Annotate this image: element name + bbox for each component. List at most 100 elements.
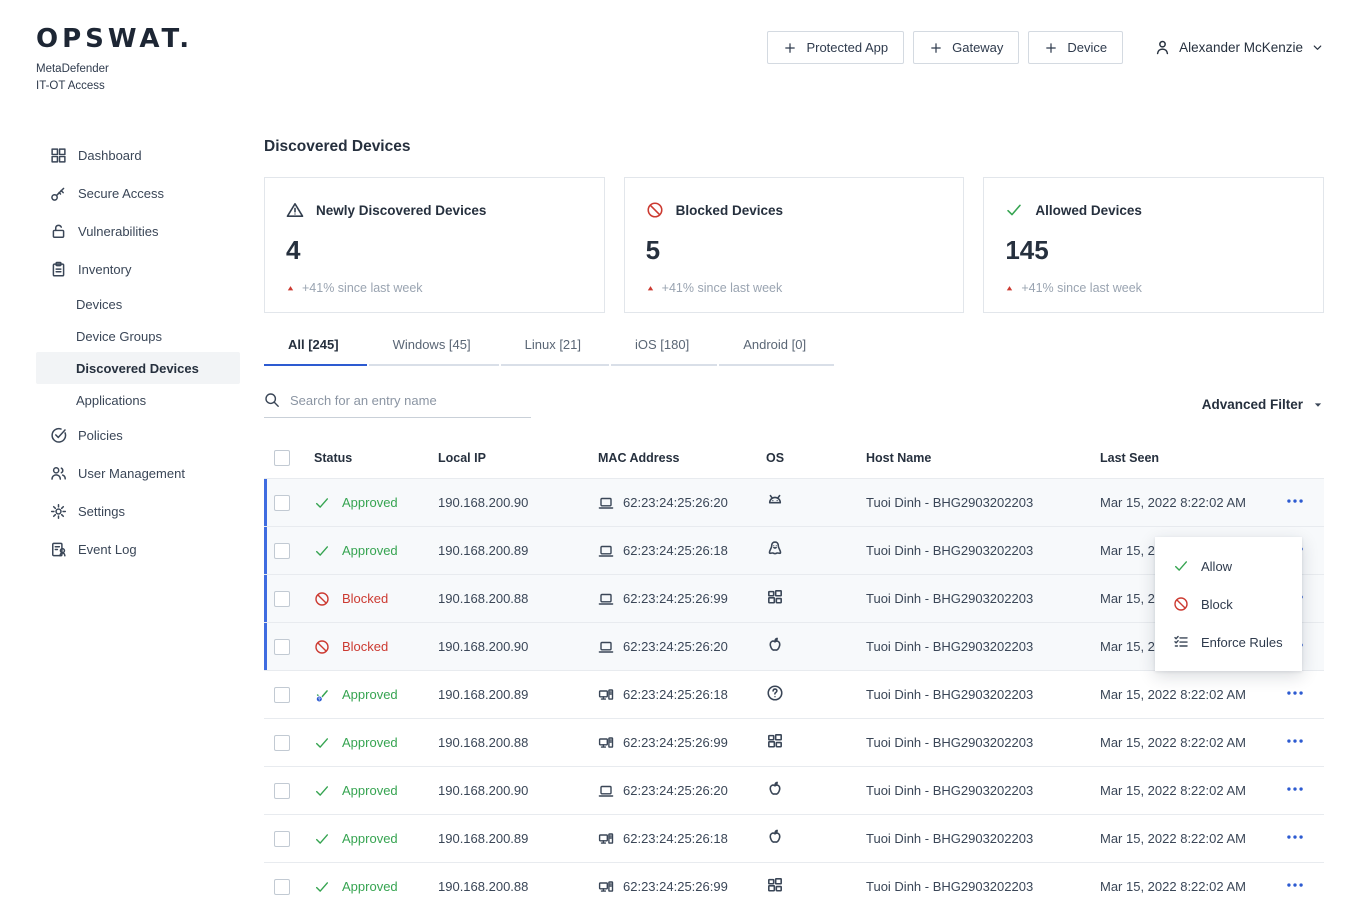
last-seen-cell: Mar 15, 2022 8:22:02 AM — [1100, 879, 1270, 894]
tab-linux[interactable]: Linux [21] — [501, 337, 609, 366]
column-header-mac-address: MAC Address — [598, 451, 766, 465]
toolbar: Advanced Filter — [264, 392, 1324, 418]
actions-cell — [1270, 828, 1324, 849]
local-ip-cell: 190.168.200.90 — [438, 783, 598, 798]
mac-address: 62:23:24:25:26:18 — [623, 831, 728, 846]
device-desktop-icon — [598, 879, 614, 895]
card-trend-label: +41% since last week — [1021, 281, 1142, 295]
status-label: Approved — [342, 831, 398, 846]
status-cell: Approved — [314, 495, 438, 511]
tab-windows[interactable]: Windows [45] — [369, 337, 499, 366]
status-cell: Approved — [314, 735, 438, 751]
row-checkbox[interactable] — [274, 783, 290, 799]
row-checkbox[interactable] — [274, 879, 290, 895]
row-actions-button[interactable] — [1286, 492, 1304, 510]
device-laptop-icon — [598, 543, 614, 559]
mac-cell: 62:23:24:25:26:18 — [598, 543, 766, 559]
status-blocked-icon — [314, 639, 330, 655]
checkbox-cell — [264, 639, 314, 655]
trend-up-icon — [286, 284, 295, 293]
sidebar-subitem-label: Devices — [76, 297, 122, 312]
card-trend-label: +41% since last week — [302, 281, 423, 295]
mac-address: 62:23:24:25:26:18 — [623, 687, 728, 702]
sidebar-item-dashboard[interactable]: Dashboard — [0, 136, 264, 174]
row-checkbox[interactable] — [274, 687, 290, 703]
more-dots-icon — [1286, 492, 1304, 510]
local-ip-cell: 190.168.200.88 — [438, 735, 598, 750]
sidebar-item-device-groups[interactable]: Device Groups — [36, 320, 240, 352]
last-seen-cell: Mar 15, 2022 8:22:02 AM — [1100, 783, 1270, 798]
card-blocked-icon — [646, 201, 664, 219]
column-header-last-seen: Last Seen — [1100, 451, 1270, 465]
add-protected-app-label: Protected App — [806, 40, 888, 55]
checkbox-cell — [264, 495, 314, 511]
row-checkbox[interactable] — [274, 831, 290, 847]
sidebar-item-inventory[interactable]: Inventory — [0, 250, 264, 288]
row-checkbox[interactable] — [274, 543, 290, 559]
user-name: Alexander McKenzie — [1179, 40, 1303, 55]
row-actions-button[interactable] — [1286, 780, 1304, 798]
user-menu[interactable]: Alexander McKenzie — [1154, 39, 1324, 56]
row-checkbox[interactable] — [274, 639, 290, 655]
row-checkbox[interactable] — [274, 735, 290, 751]
os-cell — [766, 780, 866, 801]
main-content: Discovered Devices Newly Discovered Devi… — [264, 100, 1360, 906]
mac-address: 62:23:24:25:26:20 — [623, 639, 728, 654]
tab-ios[interactable]: iOS [180] — [611, 337, 717, 366]
add-protected-app-button[interactable]: Protected App — [767, 31, 904, 64]
sidebar-item-applications[interactable]: Applications — [36, 384, 240, 416]
advanced-filter-button[interactable]: Advanced Filter — [1202, 397, 1324, 418]
local-ip-cell: 190.168.200.90 — [438, 495, 598, 510]
device-desktop-icon — [598, 687, 614, 703]
sidebar-subitem-label: Applications — [76, 393, 146, 408]
add-device-button[interactable]: Device — [1028, 31, 1123, 64]
opswat-logo: OPSWAT. — [36, 24, 193, 54]
last-seen-cell: Mar 15, 2022 8:22:02 AM — [1100, 831, 1270, 846]
caret-down-icon — [1312, 399, 1324, 411]
sidebar-subitem-label: Device Groups — [76, 329, 162, 344]
row-checkbox[interactable] — [274, 591, 290, 607]
tab-all[interactable]: All [245] — [264, 337, 367, 366]
add-gateway-button[interactable]: Gateway — [913, 31, 1019, 64]
status-cell: Blocked — [314, 591, 438, 607]
menu-item-allow[interactable]: Allow — [1155, 547, 1302, 585]
sidebar-item-label: Inventory — [78, 262, 131, 277]
header-buttons: Protected App Gateway Device — [767, 31, 1123, 64]
sidebar-item-discovered-devices[interactable]: Discovered Devices — [36, 352, 240, 384]
os-cell — [766, 828, 866, 849]
sidebar-item-devices[interactable]: Devices — [36, 288, 240, 320]
sidebar-item-event-log[interactable]: Event Log — [0, 530, 264, 568]
host-name-cell: Tuoi Dinh - BHG2903202203 — [866, 543, 1100, 558]
sidebar-item-label: User Management — [78, 466, 185, 481]
sidebar-item-settings[interactable]: Settings — [0, 492, 264, 530]
tab-android[interactable]: Android [0] — [719, 337, 834, 366]
sidebar-item-policies[interactable]: Policies — [0, 416, 264, 454]
sidebar-item-label: Policies — [78, 428, 123, 443]
os-cell — [766, 588, 866, 609]
row-actions-button[interactable] — [1286, 828, 1304, 846]
sidebar-item-secure-access[interactable]: Secure Access — [0, 174, 264, 212]
table-row: Approved190.168.200.8862:23:24:25:26:99T… — [264, 718, 1324, 766]
table-row: Approved190.168.200.9062:23:24:25:26:20T… — [264, 766, 1324, 814]
device-laptop-icon — [598, 591, 614, 607]
search-input[interactable] — [290, 393, 531, 408]
sidebar-item-vulnerabilities[interactable]: Vulnerabilities — [0, 212, 264, 250]
sidebar-item-label: Secure Access — [78, 186, 164, 201]
sidebar-item-user-management[interactable]: User Management — [0, 454, 264, 492]
checkbox-cell — [264, 591, 314, 607]
row-actions-button[interactable] — [1286, 732, 1304, 750]
row-actions-button[interactable] — [1286, 876, 1304, 894]
host-name-cell: Tuoi Dinh - BHG2903202203 — [866, 687, 1100, 702]
local-ip-cell: 190.168.200.89 — [438, 831, 598, 846]
status-label: Blocked — [342, 639, 388, 654]
shield-check-icon — [50, 427, 67, 444]
brand: OPSWAT. MetaDefender IT-OT Access — [36, 24, 193, 94]
status-label: Blocked — [342, 591, 388, 606]
select-all-checkbox[interactable] — [274, 450, 290, 466]
row-actions-button[interactable] — [1286, 684, 1304, 702]
sidebar-item-label: Settings — [78, 504, 125, 519]
menu-item-block[interactable]: Block — [1155, 585, 1302, 623]
card-value: 4 — [286, 235, 583, 266]
row-checkbox[interactable] — [274, 495, 290, 511]
menu-item-enforce-rules[interactable]: Enforce Rules — [1155, 623, 1302, 661]
